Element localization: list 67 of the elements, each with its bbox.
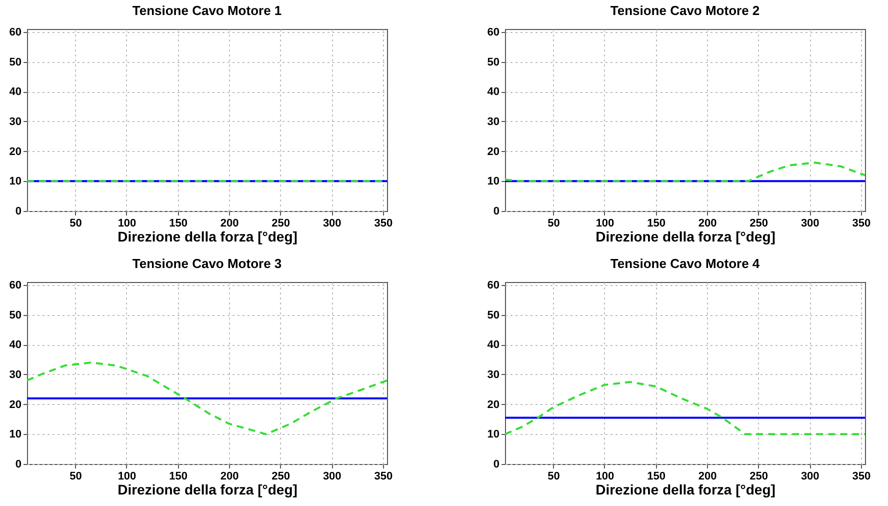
y-tick-label: 50 (487, 56, 500, 68)
x-tick-label: 250 (272, 218, 290, 230)
x-tick-label: 50 (548, 470, 560, 482)
y-tick-label: 30 (9, 368, 22, 381)
x-tick-label: 250 (750, 470, 768, 482)
x-tick-label: 350 (374, 470, 393, 482)
x-tick-label: 250 (272, 470, 290, 482)
y-tick-label: 10 (487, 428, 500, 441)
y-tick-label: 40 (487, 86, 500, 98)
x-axis-title: Direzione della forza [°deg] (596, 228, 776, 244)
y-tick-label: 0 (493, 458, 500, 470)
x-tick-label: 100 (596, 218, 614, 230)
x-tick-label: 300 (322, 470, 342, 482)
y-tick-label: 0 (15, 458, 22, 470)
x-tick-label: 150 (169, 470, 188, 482)
y-tick-label: 10 (9, 428, 22, 441)
x-tick-label: 350 (852, 218, 871, 230)
x-tick-label: 300 (322, 218, 342, 230)
x-axis-title: Direzione della forza [°deg] (118, 228, 298, 244)
y-tick-label: 20 (9, 146, 22, 158)
x-tick-label: 200 (698, 218, 717, 230)
x-tick-label: 200 (220, 470, 239, 482)
line-series (27, 362, 387, 436)
y-tick-label: 20 (487, 398, 500, 411)
x-tick-label: 50 (70, 470, 82, 482)
y-tick-label: 40 (9, 339, 22, 352)
x-tick-label: 100 (118, 218, 136, 230)
x-tick-label: 350 (852, 470, 871, 482)
y-tick-label: 50 (9, 309, 22, 322)
y-tick-label: 10 (9, 176, 22, 188)
chart-title: Tensione Cavo Motore 3 (132, 256, 282, 271)
x-tick-label: 200 (698, 470, 717, 482)
x-tick-label: 250 (750, 218, 768, 230)
y-tick-label: 30 (487, 116, 500, 128)
y-tick-label: 30 (9, 116, 22, 128)
y-tick-label: 60 (9, 26, 22, 38)
x-axis-title: Direzione della forza [°deg] (596, 482, 776, 498)
y-tick-label: 0 (15, 206, 22, 218)
chart-title: Tensione Cavo Motore 4 (610, 256, 760, 271)
x-tick-label: 150 (647, 470, 666, 482)
y-tick-label: 30 (487, 368, 500, 381)
x-tick-label: 50 (70, 218, 82, 230)
y-tick-label: 10 (487, 176, 500, 188)
line-series (505, 162, 865, 182)
x-tick-label: 150 (647, 218, 666, 230)
y-tick-label: 60 (9, 279, 22, 292)
y-tick-label: 20 (487, 146, 500, 158)
x-tick-label: 350 (374, 218, 393, 230)
y-tick-label: 60 (487, 26, 500, 38)
x-tick-label: 150 (169, 218, 188, 230)
x-tick-label: 300 (800, 218, 820, 230)
x-tick-label: 100 (596, 470, 614, 482)
chart-title: Tensione Cavo Motore 1 (132, 2, 282, 18)
y-tick-label: 50 (9, 56, 22, 68)
x-axis-title: Direzione della forza [°deg] (118, 482, 298, 498)
x-tick-label: 300 (800, 470, 820, 482)
line-series (505, 380, 865, 436)
y-tick-label: 40 (9, 86, 22, 98)
y-tick-label: 50 (487, 309, 500, 322)
x-tick-label: 50 (548, 218, 560, 230)
y-tick-label: 60 (487, 279, 500, 292)
y-tick-label: 20 (9, 398, 22, 411)
chart-title: Tensione Cavo Motore 2 (610, 2, 760, 18)
y-tick-label: 0 (493, 206, 500, 218)
y-tick-label: 40 (487, 339, 500, 352)
x-tick-label: 200 (220, 218, 239, 230)
x-tick-label: 100 (118, 470, 136, 482)
